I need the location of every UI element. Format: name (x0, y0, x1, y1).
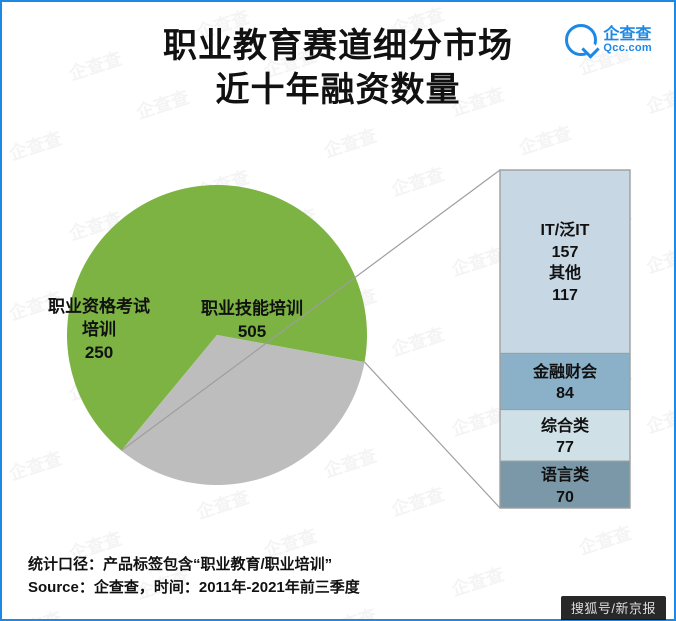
brand-logo: 企查查 Qcc.com (565, 24, 652, 56)
brand-logo-icon (565, 24, 597, 56)
footer-line1: 统计口径：产品标签包含“职业教育/职业培训” (28, 554, 360, 577)
chart-title-line1: 职业教育赛道细分市场 (62, 24, 614, 68)
footer-notes: 统计口径：产品标签包含“职业教育/职业培训” Source：企查查，时间：201… (28, 554, 360, 599)
source-tag: 搜狐号/新京报 (561, 596, 666, 620)
pie-slice-label: 职业资格考试培训250 (39, 296, 159, 365)
brand-name-cn: 企查查 (603, 27, 652, 43)
chart-area: 职业技能培训505 职业资格考试培训250 IT/泛IT157其他117 金融财会84… (2, 120, 674, 540)
bar-segment-label: 金融财会84 (500, 362, 630, 405)
brand-name-en: Qcc.com (603, 43, 652, 54)
pie-slice-label: 职业技能培训505 (192, 298, 312, 344)
bar-segment-label: 语言类70 (500, 465, 630, 508)
chart-title-line2: 近十年融资数量 (62, 68, 614, 112)
footer-line2: Source：企查查，时间：2011年-2021年前三季度 (28, 577, 360, 600)
chart-header: 职业教育赛道细分市场 近十年融资数量 (2, 2, 674, 120)
bar-segment-label: 综合类77 (500, 416, 630, 459)
bar-segment-label: IT/泛IT157其他117 (500, 220, 630, 306)
